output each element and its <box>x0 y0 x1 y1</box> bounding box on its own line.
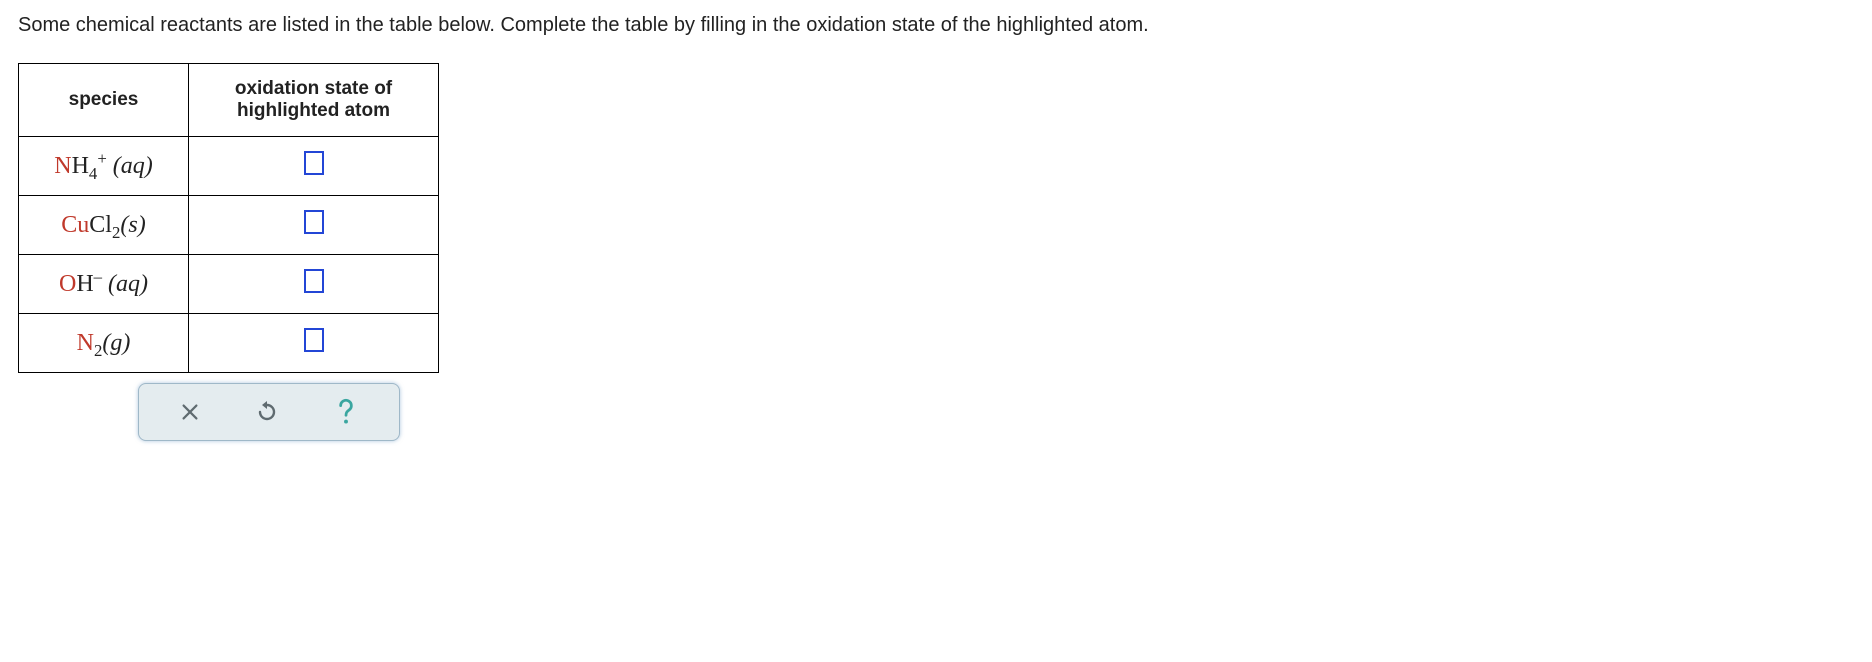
oxidation-table: species oxidation state of highlighted a… <box>18 63 439 373</box>
oxidation-input[interactable] <box>304 151 324 175</box>
oxidation-input[interactable] <box>304 210 324 234</box>
answer-toolbar <box>138 383 400 441</box>
x-icon <box>179 401 201 423</box>
oxidation-input[interactable] <box>304 328 324 352</box>
species-cell: OH– (aq) <box>19 255 189 314</box>
clear-button[interactable] <box>175 399 205 425</box>
table-row: OH– (aq) <box>19 255 439 314</box>
highlighted-atom: O <box>59 271 76 297</box>
question-icon <box>333 396 359 428</box>
formula-rest: H– <box>76 271 102 297</box>
oxstate-cell <box>189 137 439 196</box>
species-cell: CuCl2(s) <box>19 196 189 255</box>
highlighted-atom: Cu <box>61 212 89 238</box>
oxstate-cell <box>189 255 439 314</box>
oxidation-input[interactable] <box>304 269 324 293</box>
question-prompt: Some chemical reactants are listed in th… <box>18 12 1854 39</box>
undo-icon <box>255 400 279 424</box>
phase-label: (g) <box>102 330 130 356</box>
species-cell: N2(g) <box>19 314 189 373</box>
species-cell: NH4+ (aq) <box>19 137 189 196</box>
formula-rest: H4+ <box>72 153 107 179</box>
header-oxstate: oxidation state of highlighted atom <box>189 64 439 137</box>
help-button[interactable] <box>329 394 363 430</box>
table-row: N2(g) <box>19 314 439 373</box>
highlighted-atom: N <box>54 153 71 179</box>
undo-button[interactable] <box>251 398 283 426</box>
phase-label: (aq) <box>113 153 153 179</box>
oxstate-cell <box>189 196 439 255</box>
highlighted-atom: N <box>77 330 94 356</box>
header-species: species <box>19 64 189 137</box>
phase-label: (s) <box>120 212 145 238</box>
phase-label: (aq) <box>108 271 148 297</box>
table-row: CuCl2(s) <box>19 196 439 255</box>
formula-rest: Cl2 <box>89 212 120 238</box>
oxstate-cell <box>189 314 439 373</box>
table-row: NH4+ (aq) <box>19 137 439 196</box>
